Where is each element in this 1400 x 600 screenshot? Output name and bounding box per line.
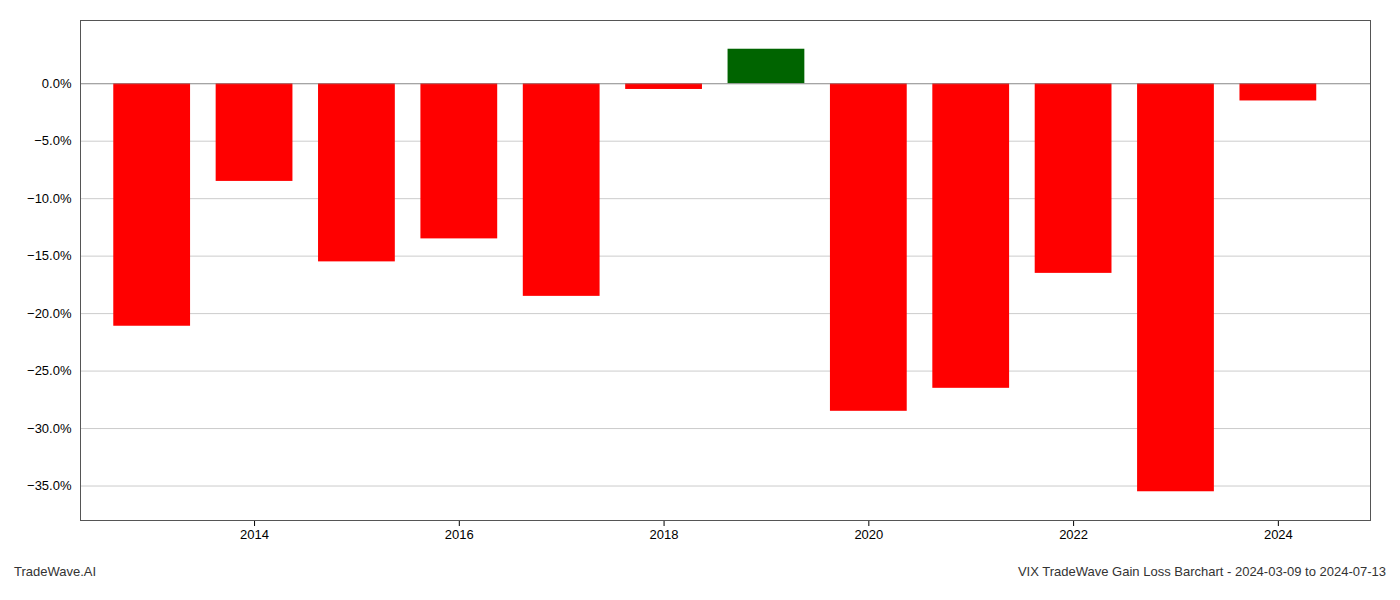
svg-text:−20.0%: −20.0%	[27, 306, 72, 321]
svg-text:−5.0%: −5.0%	[34, 133, 72, 148]
svg-text:2018: 2018	[650, 527, 679, 542]
svg-text:0.0%: 0.0%	[42, 76, 72, 91]
html-text:TradeWave.AI: TradeWave.AI	[14, 564, 97, 579]
svg-text:2022: 2022	[1059, 527, 1088, 542]
svg-text:2020: 2020	[854, 527, 883, 542]
html-text:VIX TradeWave Gain Loss Barcha: VIX TradeWave Gain Loss Barchart - 2024-…	[1017, 564, 1386, 579]
svg-text:2024: 2024	[1264, 527, 1293, 542]
svg-text:−25.0%: −25.0%	[27, 363, 72, 378]
svg-text:−15.0%: −15.0%	[27, 248, 72, 263]
svg-text:−10.0%: −10.0%	[27, 191, 72, 206]
svg-text:2016: 2016	[445, 527, 474, 542]
svg-text:2014: 2014	[240, 527, 269, 542]
svg-text:−35.0%: −35.0%	[27, 478, 72, 493]
svg-text:−30.0%: −30.0%	[27, 421, 72, 436]
